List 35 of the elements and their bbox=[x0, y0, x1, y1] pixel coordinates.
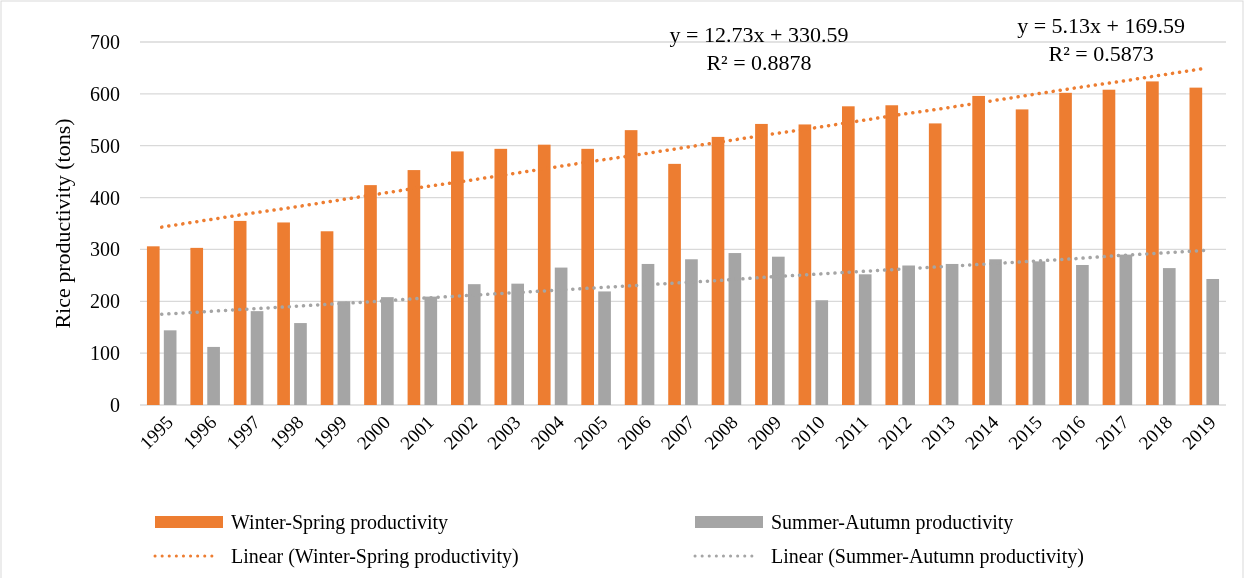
bar bbox=[207, 346, 220, 405]
bar bbox=[1162, 268, 1176, 405]
bar bbox=[928, 123, 942, 405]
y-tick-label: 700 bbox=[90, 31, 120, 53]
annotation: y = 12.73x + 330.59 R² = 0.8878 bbox=[669, 22, 849, 75]
bar bbox=[320, 231, 334, 405]
bar bbox=[1076, 264, 1089, 405]
y-tick-label: 200 bbox=[90, 290, 120, 313]
y-tick-label: 400 bbox=[90, 186, 120, 209]
bar bbox=[163, 330, 177, 405]
y-tick-label: 100 bbox=[90, 342, 120, 365]
bar bbox=[1102, 89, 1116, 405]
bar bbox=[668, 163, 681, 405]
y-tick-label: 600 bbox=[90, 82, 120, 105]
x-tick-label: 1999 bbox=[309, 411, 351, 454]
bar bbox=[233, 220, 247, 405]
bar bbox=[190, 247, 204, 405]
bar bbox=[815, 300, 829, 405]
bar bbox=[277, 222, 290, 405]
bar bbox=[1189, 87, 1203, 405]
legend-label: Linear (Winter-Spring productivity) bbox=[231, 545, 519, 568]
bar bbox=[1206, 278, 1220, 405]
y-tick-label: 500 bbox=[90, 134, 120, 157]
bar bbox=[1015, 109, 1029, 405]
y-tick-label: 0 bbox=[110, 394, 120, 416]
y-axis-title: Rice productivity (tons) bbox=[50, 118, 75, 329]
legend-label: Summer-Autumn productivity bbox=[771, 511, 1014, 534]
bar bbox=[294, 323, 307, 405]
bar bbox=[598, 291, 611, 405]
legend-label: Linear (Summer-Autumn productivity) bbox=[771, 545, 1084, 568]
legend-label: Winter-Spring productivity bbox=[231, 511, 449, 534]
y-tick-label: 300 bbox=[90, 238, 120, 261]
bar bbox=[146, 246, 160, 405]
bar bbox=[1146, 81, 1159, 405]
annotation: y = 5.13x + 169.59 R² = 0.5873 bbox=[1017, 13, 1186, 66]
